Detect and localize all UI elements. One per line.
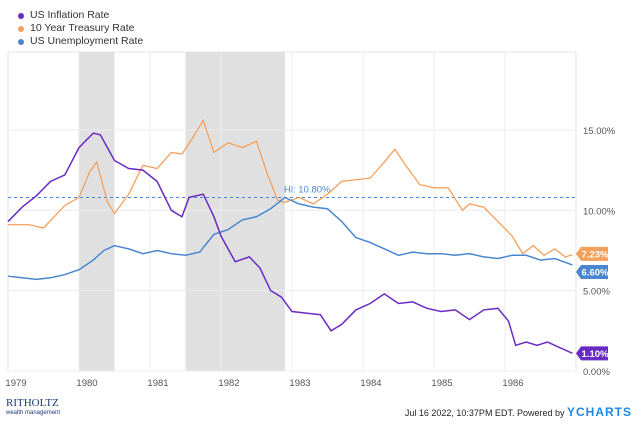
x-tick-label: 1980 [76, 378, 97, 389]
end-value-label: 1.10% [582, 349, 609, 360]
ritholtz-logo: RITHOLTZ wealth management [6, 397, 61, 417]
end-value-tag [576, 246, 608, 261]
end-value-label: 6.60% [582, 267, 609, 278]
legend-dot [18, 12, 24, 19]
recession-band [79, 52, 115, 371]
legend-item-inflation[interactable]: US Inflation Rate [18, 9, 143, 22]
end-value-label: 7.23% [582, 249, 609, 260]
x-tick-label: 1986 [502, 378, 523, 389]
legend-item-unemployment[interactable]: US Unemployment Rate [18, 35, 143, 48]
legend-item-treasury[interactable]: 10 Year Treasury Rate [18, 22, 143, 35]
x-tick-label: 1985 [431, 378, 452, 389]
y-tick-label: 0.00% [583, 367, 610, 378]
y-tick-label: 5.00% [583, 287, 610, 298]
x-tick-label: 1982 [218, 378, 239, 389]
series-line-0 [7, 132, 573, 355]
y-tick-label: 15.00% [583, 126, 616, 137]
recession-band [185, 52, 285, 371]
timestamp: Jul 16 2022, 10:37PM EDT. Powered by [404, 408, 565, 418]
x-tick-label: 1979 [5, 378, 26, 389]
legend-label: US Unemployment Rate [30, 35, 144, 47]
end-value-tag [576, 264, 608, 279]
x-tick-label: 1984 [360, 378, 381, 389]
legend-dot [18, 38, 24, 45]
legend-dot [18, 25, 24, 32]
x-tick-label: 1981 [147, 378, 168, 389]
ycharts-logo[interactable]: YCHARTS [566, 405, 632, 419]
series-line-2 [7, 196, 573, 281]
end-value-tag [576, 346, 608, 361]
footer-credit: Jul 16 2022, 10:37PM EDT. Powered by YCH… [405, 405, 632, 419]
legend: US Inflation Rate 10 Year Treasury Rate … [18, 9, 143, 48]
legend-label: 10 Year Treasury Rate [30, 22, 135, 34]
hi-line-label: Hi: 10.80% [284, 184, 331, 195]
legend-label: US Inflation Rate [30, 9, 110, 21]
y-tick-label: 10.00% [583, 206, 616, 217]
x-tick-label: 1983 [289, 378, 310, 389]
